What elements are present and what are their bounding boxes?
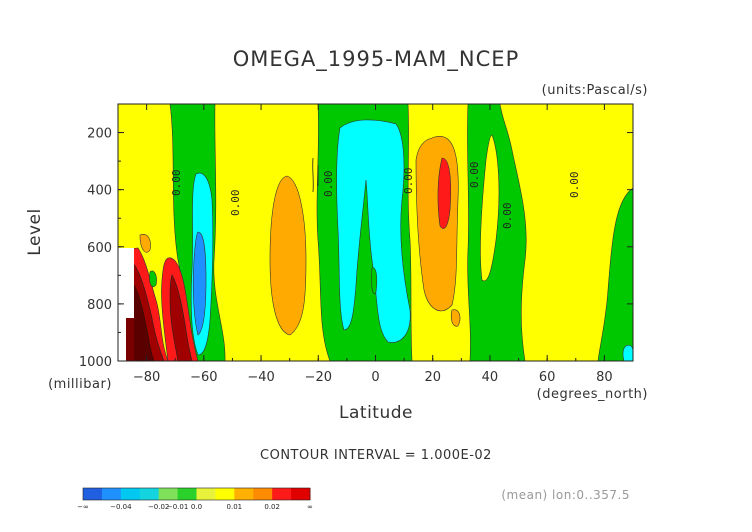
- x-tick-label: 60: [539, 370, 556, 385]
- colorbar-swatch: [83, 488, 103, 500]
- region-cyan: [336, 119, 411, 343]
- region-orange: [450, 309, 461, 327]
- region-orange: [269, 175, 307, 336]
- colorbar-label: −0.04: [110, 503, 132, 511]
- colorbar-swatch: [234, 488, 254, 500]
- x-axis-label: Latitude: [339, 403, 413, 423]
- region-yellow: [499, 104, 633, 361]
- chart-title: OMEGA_1995-MAM_NCEP: [233, 47, 519, 72]
- colorbar-label: 0.02: [264, 503, 280, 511]
- x-tick-label: 40: [482, 370, 499, 385]
- contour-field: [118, 104, 633, 361]
- x-tick-label: 0: [371, 370, 379, 385]
- region-darkred: [126, 318, 134, 361]
- x-tick-label: 80: [596, 370, 613, 385]
- region-green: [149, 270, 157, 288]
- region-yellow: [480, 134, 500, 282]
- colorbar-swatch: [158, 488, 179, 500]
- y-tick-label: 600: [87, 241, 112, 256]
- region-blue: [192, 231, 207, 336]
- x-tick-label: −60: [190, 370, 217, 385]
- contour-label: 0.00: [170, 170, 183, 197]
- contour-label: 0.00: [501, 203, 514, 230]
- colorbar-label: −0.01: [167, 503, 188, 511]
- x-units-label: (degrees_north): [537, 387, 648, 402]
- region-cyan: [622, 344, 633, 361]
- colorbar-swatch: [196, 488, 216, 500]
- y-tick-label: 200: [87, 127, 112, 142]
- colorbar-swatch: [215, 488, 235, 500]
- x-tick-label: −20: [305, 370, 332, 385]
- colorbar-label: ∞: [307, 503, 313, 511]
- x-axis: −80 −60 −40 −20 0 20 40 60 80: [117, 104, 634, 385]
- colorbar: [82, 487, 311, 501]
- colorbar-swatch: [177, 488, 197, 500]
- y-axis-label: Level: [25, 208, 45, 255]
- colorbar-labels: −∞ −0.04 −0.02−0.01 0.0 0.01 0.02 ∞: [77, 503, 313, 511]
- x-tick-label: 20: [424, 370, 441, 385]
- colorbar-swatch: [101, 488, 122, 500]
- region-darkred: [169, 274, 193, 361]
- region-orange: [139, 234, 151, 253]
- colorbar-label: −∞: [77, 503, 89, 511]
- contour-interval-label: CONTOUR INTERVAL = 1.000E-02: [260, 448, 492, 463]
- y-units-label: (millibar): [48, 377, 112, 392]
- colorbar-label: −0.02: [148, 503, 169, 511]
- colorbar-swatch: [139, 488, 160, 500]
- y-tick-label: 1000: [79, 355, 112, 370]
- colorbar-label: 0.01: [227, 503, 243, 511]
- footnote: (mean) lon:0..357.5: [501, 488, 630, 502]
- contour-label: 0.00: [568, 172, 581, 199]
- colorbar-swatch: [120, 488, 141, 500]
- contour-label: 0.00: [229, 190, 242, 217]
- x-tick-label: −40: [247, 370, 274, 385]
- colorbar-label: 0.0: [191, 503, 202, 511]
- contour-label: 0.00: [402, 168, 415, 195]
- zero-contour: [312, 157, 314, 193]
- missing-data: [118, 248, 134, 318]
- contour-label: 0.00: [322, 171, 335, 198]
- colorbar-swatch: [291, 488, 311, 500]
- contour-labels: 0.00 0.00 0.00 0.00 0.00 0.00 0.00: [170, 162, 581, 230]
- region-red: [437, 157, 452, 229]
- x-tick-label: −80: [133, 370, 160, 385]
- region-green: [371, 267, 378, 295]
- y-tick-label: 400: [87, 184, 112, 199]
- colorbar-frame: [82, 487, 311, 501]
- y-axis: 200 400 600 800 1000: [79, 103, 633, 370]
- contour-label: 0.00: [468, 162, 481, 189]
- y-tick-label: 800: [87, 298, 112, 313]
- colorbar-swatch: [272, 488, 292, 500]
- colorbar-swatch: [253, 488, 273, 500]
- units-label: (units:Pascal/s): [542, 83, 648, 98]
